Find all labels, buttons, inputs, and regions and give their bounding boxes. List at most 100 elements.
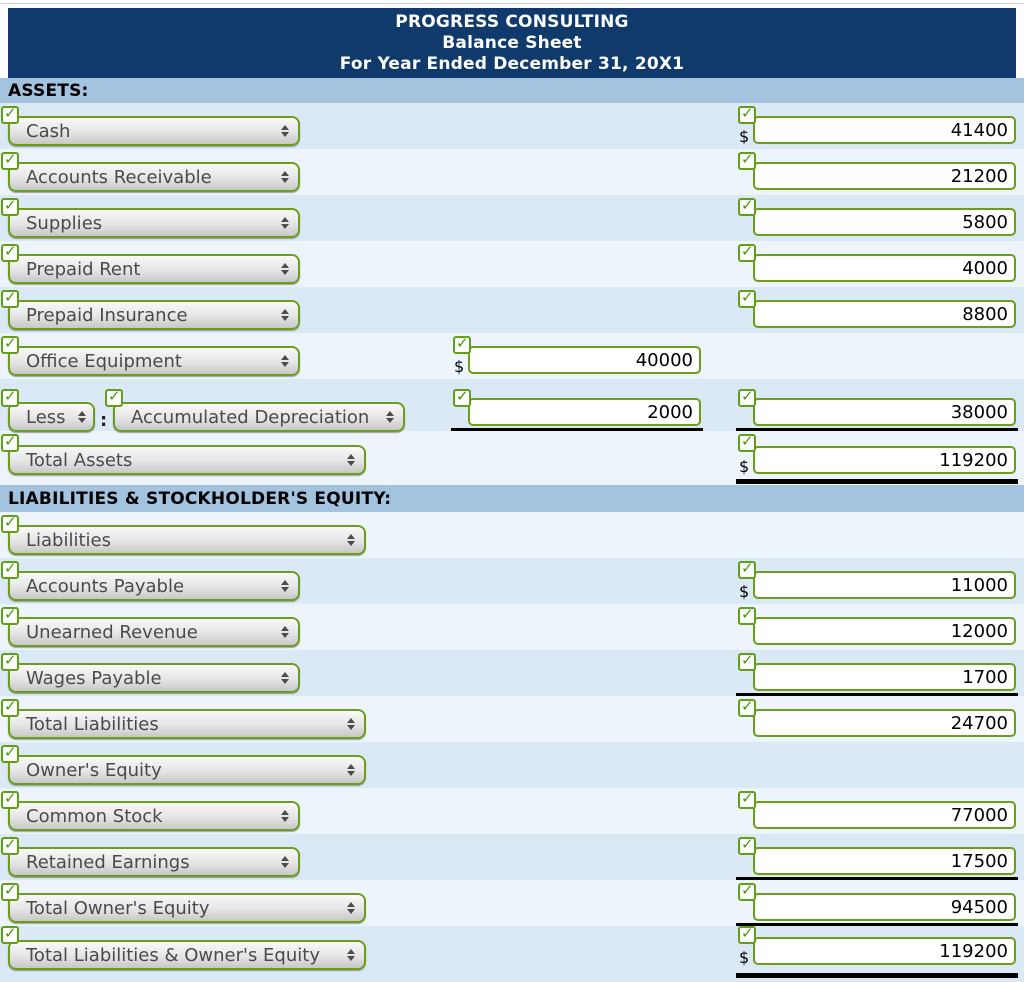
total-owners-equity-label-checkbox[interactable]	[1, 881, 19, 901]
prepaid-rent-amount-input[interactable]: 4000	[753, 254, 1016, 282]
total-liab-equity-select[interactable]: Total Liabilities & Owner's Equity	[8, 940, 366, 970]
prepaid-rent-amount-checkbox[interactable]	[738, 242, 756, 262]
total-owners-equity-amount-checkbox[interactable]	[738, 881, 756, 901]
accounts-receivable-label-checkbox[interactable]	[1, 150, 19, 170]
select-arrows-icon	[281, 263, 289, 275]
accumulated-depreciation-amount-input[interactable]: 2000	[468, 398, 701, 426]
total-assets-amount-checkbox[interactable]	[738, 432, 756, 452]
common-stock-amount-input[interactable]: 77000	[753, 801, 1016, 829]
total-assets-amount-input[interactable]: 119200	[753, 446, 1016, 474]
row-retained-earnings: Retained Earnings 17500	[0, 834, 1024, 880]
accounts-payable-label-checkbox[interactable]	[1, 559, 19, 579]
prepaid-insurance-account-select[interactable]: Prepaid Insurance	[8, 300, 300, 330]
total-liab-equity-amount-checkbox[interactable]	[738, 924, 756, 944]
accumulated-depreciation-amount-checkbox[interactable]	[453, 387, 471, 407]
supplies-account-select[interactable]: Supplies	[8, 208, 300, 238]
total-assets-select[interactable]: Total Assets	[8, 445, 366, 475]
retained-earnings-amount-input[interactable]: 17500	[753, 847, 1016, 875]
total-owners-equity-amount-input[interactable]: 94500	[753, 893, 1016, 921]
total-liab-equity-label-checkbox[interactable]	[1, 924, 19, 944]
select-value: Cash	[26, 120, 71, 142]
cash-account-select[interactable]: Cash	[8, 116, 300, 146]
total-liabilities-amount-input[interactable]: 24700	[753, 709, 1016, 737]
office-equipment-label-checkbox[interactable]	[1, 334, 19, 354]
total-liabilities-select[interactable]: Total Liabilities	[8, 709, 366, 739]
total-liabilities-label-checkbox[interactable]	[1, 697, 19, 717]
select-value: Total Liabilities & Owner's Equity	[26, 944, 320, 966]
assets-section-label: ASSETS:	[8, 80, 89, 101]
prepaid-rent-label-checkbox[interactable]	[1, 242, 19, 262]
row-wages-payable: Wages Payable 1700	[0, 650, 1024, 696]
owners-equity-label-checkbox[interactable]	[1, 743, 19, 763]
accumulated-depreciation-label-checkbox[interactable]	[105, 387, 123, 407]
liabilities-label-checkbox[interactable]	[1, 513, 19, 533]
wages-payable-label-checkbox[interactable]	[1, 651, 19, 671]
row-prepaid-rent: Prepaid Rent 4000	[0, 241, 1024, 287]
select-arrows-icon	[347, 718, 355, 730]
prepaid-rent-account-select[interactable]: Prepaid Rent	[8, 254, 300, 284]
office-equipment-account-select[interactable]: Office Equipment	[8, 346, 300, 376]
prepaid-insurance-amount-input[interactable]: 8800	[753, 300, 1016, 328]
retained-earnings-label-checkbox[interactable]	[1, 835, 19, 855]
accounts-receivable-account-select[interactable]: Accounts Receivable	[8, 162, 300, 192]
select-arrows-icon	[347, 949, 355, 961]
office-equipment-amount-input[interactable]: 40000	[468, 346, 701, 374]
liabilities-select[interactable]: Liabilities	[8, 525, 366, 555]
retained-earnings-account-select[interactable]: Retained Earnings	[8, 847, 300, 877]
total-owners-equity-select[interactable]: Total Owner's Equity	[8, 893, 366, 923]
prepaid-insurance-amount-checkbox[interactable]	[738, 288, 756, 308]
less-select[interactable]: Less	[8, 402, 95, 432]
less-checkbox[interactable]	[1, 387, 19, 407]
statement-period: For Year Ended December 31, 20X1	[339, 54, 685, 74]
unearned-revenue-account-select[interactable]: Unearned Revenue	[8, 617, 300, 647]
accounts-payable-amount-input[interactable]: 11000	[753, 571, 1016, 599]
subtotal-rule	[736, 877, 1018, 880]
row-supplies: Supplies 5800	[0, 195, 1024, 241]
supplies-amount-checkbox[interactable]	[738, 196, 756, 216]
owners-equity-select[interactable]: Owner's Equity	[8, 755, 366, 785]
subtotal-rule	[736, 428, 1018, 431]
select-value: Accounts Payable	[26, 575, 185, 597]
office-equipment-amount-checkbox[interactable]	[453, 334, 471, 354]
select-value: Prepaid Insurance	[26, 304, 188, 326]
total-liabilities-amount-checkbox[interactable]	[738, 697, 756, 717]
dollar-sign: $	[739, 948, 750, 967]
net-equipment-amount-checkbox[interactable]	[738, 387, 756, 407]
subtotal-rule	[736, 923, 1018, 926]
total-assets-label-checkbox[interactable]	[1, 432, 19, 452]
accounts-receivable-amount-input[interactable]: 21200	[753, 162, 1016, 190]
accounts-receivable-amount-checkbox[interactable]	[738, 150, 756, 170]
common-stock-amount-checkbox[interactable]	[738, 789, 756, 809]
common-stock-account-select[interactable]: Common Stock	[8, 801, 300, 831]
net-equipment-amount-input[interactable]: 38000	[753, 398, 1016, 426]
select-arrows-icon	[281, 626, 289, 638]
prepaid-insurance-label-checkbox[interactable]	[1, 288, 19, 308]
wages-payable-account-select[interactable]: Wages Payable	[8, 663, 300, 693]
common-stock-label-checkbox[interactable]	[1, 789, 19, 809]
row-total-assets: Total Assets $ 119200	[0, 431, 1024, 485]
accumulated-depreciation-account-select[interactable]: Accumulated Depreciation	[113, 402, 405, 432]
colon-separator: :	[100, 410, 108, 431]
unearned-revenue-amount-input[interactable]: 12000	[753, 617, 1016, 645]
select-arrows-icon	[281, 672, 289, 684]
accounts-payable-amount-checkbox[interactable]	[738, 559, 756, 579]
select-arrows-icon	[347, 902, 355, 914]
grand-total-rule	[736, 479, 1018, 484]
wages-payable-amount-input[interactable]: 1700	[753, 663, 1016, 691]
unearned-revenue-amount-checkbox[interactable]	[738, 605, 756, 625]
wages-payable-amount-checkbox[interactable]	[738, 651, 756, 671]
total-liab-equity-amount-input[interactable]: 119200	[753, 937, 1016, 965]
supplies-amount-input[interactable]: 5800	[753, 208, 1016, 236]
cash-label-checkbox[interactable]	[1, 104, 19, 124]
cash-amount-input[interactable]: 41400	[753, 116, 1016, 144]
unearned-revenue-label-checkbox[interactable]	[1, 605, 19, 625]
select-arrows-icon	[78, 411, 86, 423]
retained-earnings-amount-checkbox[interactable]	[738, 835, 756, 855]
supplies-label-checkbox[interactable]	[1, 196, 19, 216]
select-value: Unearned Revenue	[26, 621, 198, 643]
row-unearned-revenue: Unearned Revenue 12000	[0, 604, 1024, 650]
accounts-payable-account-select[interactable]: Accounts Payable	[8, 571, 300, 601]
row-liabilities-heading: Liabilities	[0, 512, 1024, 558]
cash-amount-checkbox[interactable]	[738, 104, 756, 124]
